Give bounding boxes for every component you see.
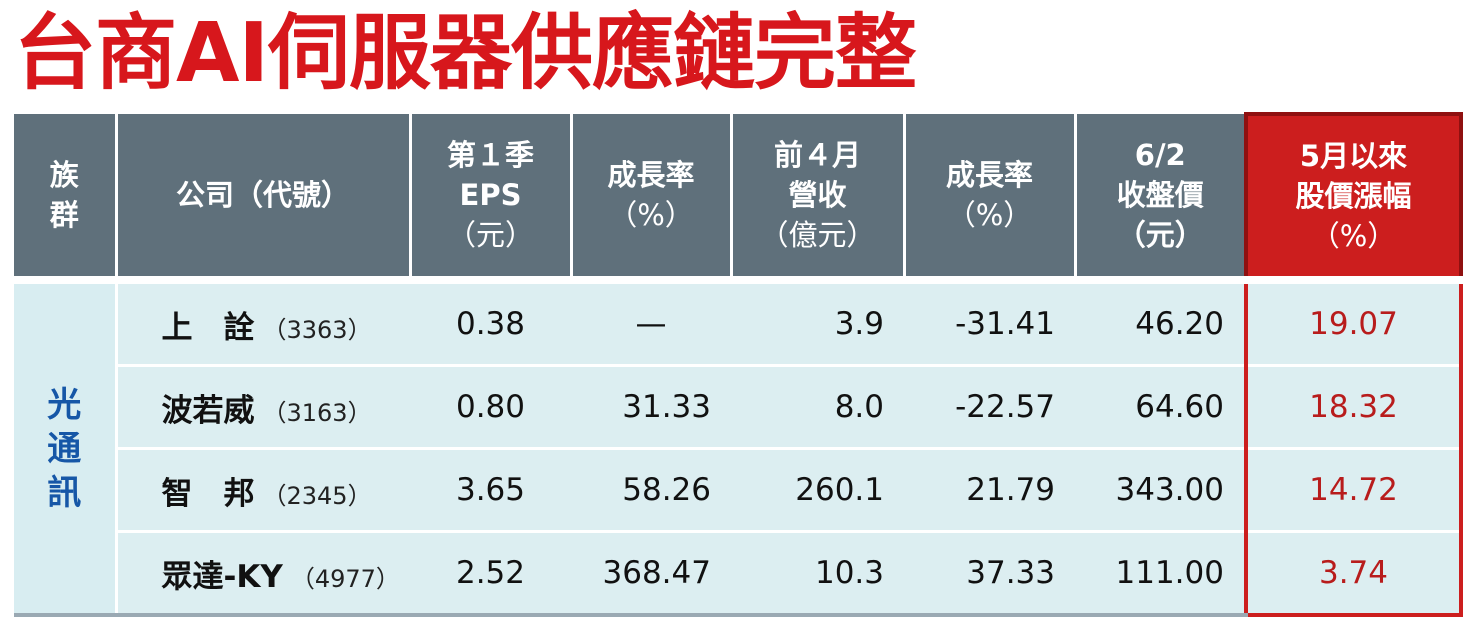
- company-code: （4977）: [290, 564, 400, 593]
- eps-cell: 0.38: [410, 280, 571, 367]
- header-line: 收盤價: [1116, 178, 1204, 212]
- header-line: （%）: [1310, 219, 1397, 253]
- header-line: （元）: [446, 218, 534, 252]
- company-code: （2345）: [262, 481, 372, 510]
- company-code: （3163）: [262, 398, 372, 427]
- header-line: 股價漲幅: [1295, 179, 1412, 213]
- table-row: 光通訊 上 詮（3363） 0.38 — 3.9 -31.41 46.20 19…: [14, 280, 1463, 617]
- close-price-cell: 64.60: [1075, 365, 1246, 450]
- price-change-cell: 3.74: [1244, 531, 1463, 617]
- company-name: 智 邦: [161, 475, 255, 512]
- header-close-price: 6/2 收盤價 （元）: [1075, 114, 1248, 284]
- header-line: 第１季: [446, 138, 534, 172]
- page-title: 台商AI伺服器供應鏈完整: [14, 6, 917, 101]
- company-cell: 智 邦（2345）: [116, 448, 410, 533]
- company-cell: 波若威 （3163）: [116, 365, 410, 450]
- company-code: （3363）: [262, 315, 372, 344]
- revenue-cell: 8.0: [731, 365, 904, 450]
- eps-cell: 3.65: [410, 448, 571, 533]
- header-line: （%）: [608, 198, 694, 232]
- header-line: （億元）: [759, 218, 876, 252]
- header-line: 成長率: [607, 158, 695, 192]
- table-row: 眾達-KY （4977） 2.52 368.47 10.3 37.33 111.0…: [14, 531, 1463, 617]
- company-name: 眾達-KY: [161, 558, 283, 595]
- revenue-cell: 3.9: [731, 280, 904, 367]
- company-cell: 上 詮（3363）: [116, 280, 410, 367]
- revenue-growth-cell: 21.79: [904, 448, 1075, 533]
- header-line: 公司（代號）: [175, 178, 350, 212]
- header-line: 成長率: [945, 158, 1033, 192]
- header-line: 5月以來: [1299, 139, 1408, 173]
- header-line: 群: [49, 198, 79, 232]
- header-line: 6/2: [1134, 138, 1186, 172]
- header-price-change: 5月以來 股價漲幅 （%）: [1244, 112, 1463, 284]
- header-line: （%）: [946, 198, 1033, 232]
- revenue-growth-cell: 37.33: [904, 531, 1075, 617]
- group-text: 光通訊: [47, 384, 82, 513]
- header-line: 前４月: [773, 138, 861, 172]
- close-price-cell: 343.00: [1075, 448, 1246, 533]
- group-label: 光通訊: [14, 280, 118, 617]
- price-change-cell: 19.07: [1244, 280, 1463, 367]
- header-revenue-growth: 成長率 （%）: [904, 114, 1077, 284]
- table-row: 智 邦（2345） 3.65 58.26 260.1 21.79 343.00 …: [14, 448, 1463, 533]
- data-table: 族 群 公司（代號） 第１季 EPS （元） 成長率 （%） 前４月 營收 （億…: [14, 112, 1463, 617]
- company-name: 波若威: [161, 392, 255, 429]
- table-row: 波若威 （3163） 0.80 31.33 8.0 -22.57 64.60 18…: [14, 365, 1463, 450]
- header-revenue: 前４月 營收 （億元）: [731, 114, 906, 284]
- eps-growth-cell: 58.26: [571, 448, 731, 533]
- header-group: 族 群: [14, 114, 118, 284]
- header-line: （元）: [1116, 218, 1204, 252]
- price-change-cell: 18.32: [1244, 365, 1463, 450]
- supply-chain-table: 族 群 公司（代號） 第１季 EPS （元） 成長率 （%） 前４月 營收 （億…: [14, 112, 1463, 617]
- eps-cell: 2.52: [410, 531, 571, 617]
- header-company: 公司（代號）: [116, 114, 412, 284]
- header-line: 營收: [788, 178, 847, 212]
- company-cell: 眾達-KY （4977）: [116, 531, 410, 617]
- header-line: EPS: [459, 178, 522, 212]
- revenue-cell: 10.3: [731, 531, 904, 617]
- revenue-growth-cell: -22.57: [904, 365, 1075, 450]
- eps-growth-cell: 31.33: [571, 365, 731, 450]
- header-row: 族 群 公司（代號） 第１季 EPS （元） 成長率 （%） 前４月 營收 （億…: [14, 112, 1463, 284]
- eps-growth-cell: 368.47: [571, 531, 731, 617]
- eps-growth-cell: —: [571, 280, 731, 367]
- close-price-cell: 111.00: [1075, 531, 1246, 617]
- header-line: 族: [49, 158, 79, 192]
- company-name: 上 詮: [161, 309, 255, 346]
- price-change-cell: 14.72: [1244, 448, 1463, 533]
- revenue-cell: 260.1: [731, 448, 904, 533]
- eps-cell: 0.80: [410, 365, 571, 450]
- header-eps-growth: 成長率 （%）: [571, 114, 733, 284]
- close-price-cell: 46.20: [1075, 280, 1246, 367]
- header-eps: 第１季 EPS （元）: [410, 114, 573, 284]
- revenue-growth-cell: -31.41: [904, 280, 1075, 367]
